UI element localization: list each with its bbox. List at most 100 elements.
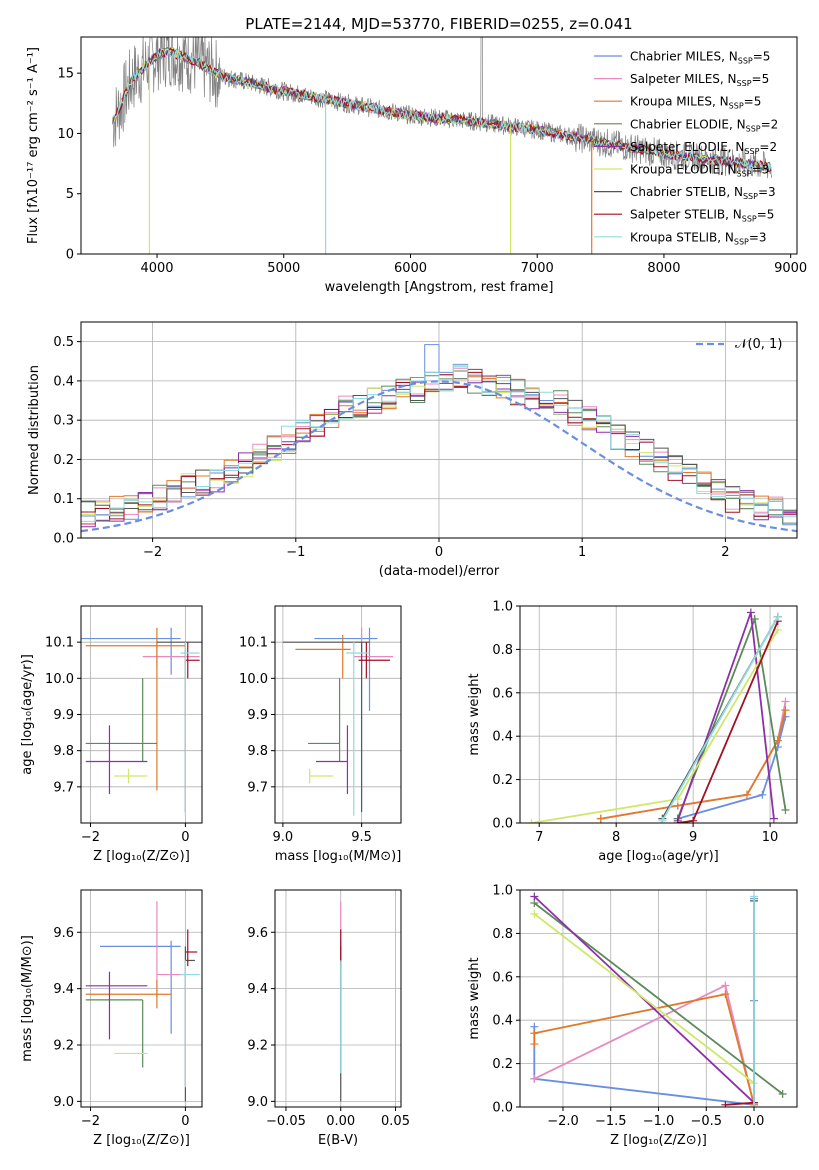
legend-tail: =5 bbox=[752, 72, 770, 86]
y-tick-label: 0.0 bbox=[53, 532, 74, 547]
x-tick-label: −0.5 bbox=[690, 1114, 722, 1129]
y-tick-label: 15 bbox=[57, 67, 74, 82]
data-point bbox=[750, 1103, 759, 1107]
frame-spectrum: 4000 5000 6000 7000 8000 9000 0 5 10 15 wavelength… bbox=[26, 15, 807, 295]
y-tick-label: 9.4 bbox=[53, 982, 74, 997]
y-tick-label: 9.0 bbox=[53, 1095, 74, 1110]
y-tick-label: 1.0 bbox=[492, 600, 513, 615]
legend-sub: SSP bbox=[737, 170, 752, 179]
legend-label: Chabrier ELODIE, N bbox=[630, 117, 746, 131]
legend-entry: Salpeter ELODIE, NSSP=2 bbox=[630, 140, 777, 156]
error-point bbox=[314, 627, 378, 711]
error-point bbox=[85, 725, 148, 795]
series-line bbox=[533, 993, 755, 1106]
y-tick-label: 9.7 bbox=[53, 780, 74, 795]
y-tick-label: 10.0 bbox=[239, 672, 268, 687]
y-tick-label: 0.2 bbox=[492, 1057, 513, 1072]
histogram-step bbox=[81, 366, 797, 522]
legend-sub: SSP bbox=[746, 124, 761, 133]
data-point bbox=[750, 892, 759, 901]
chart-title: PLATE=2144, MJD=53770, FIBERID=0255, z=0… bbox=[245, 15, 632, 33]
data-point bbox=[527, 819, 536, 823]
data-point bbox=[781, 805, 790, 814]
data-point bbox=[673, 819, 682, 823]
x-tick-label: 5000 bbox=[267, 261, 300, 276]
error-point bbox=[81, 627, 181, 675]
error-point bbox=[184, 946, 195, 1102]
error-point bbox=[345, 642, 370, 816]
y-tick-label: 10 bbox=[57, 127, 74, 142]
x-tick-label: −2 bbox=[81, 1114, 100, 1129]
legend-entry: Kroupa ELODIE, NSSP=3 bbox=[630, 163, 769, 179]
x-tick-label: −2 bbox=[81, 830, 100, 845]
y-tick-label: 10.1 bbox=[239, 636, 268, 651]
data-point bbox=[721, 990, 730, 999]
x-tick-label: 0.00 bbox=[326, 1114, 355, 1129]
y-tick-label: 0.6 bbox=[492, 970, 513, 985]
y-axis-label: Normed distribution bbox=[27, 365, 42, 495]
x-tick-label: 6000 bbox=[394, 261, 427, 276]
x-tick-label: 0 bbox=[435, 545, 443, 560]
model-spectrum-line bbox=[112, 48, 772, 172]
error-point bbox=[282, 641, 370, 813]
weight-series bbox=[527, 625, 782, 823]
error-point bbox=[315, 725, 349, 795]
y-tick-label: 9.2 bbox=[247, 1039, 268, 1054]
y-tick-label: 9.2 bbox=[53, 1039, 74, 1054]
x-tick-label: −2.0 bbox=[547, 1114, 579, 1129]
x-tick-label: −1 bbox=[286, 545, 305, 560]
y-tick-label: 0.2 bbox=[53, 453, 74, 468]
x-tick-label: 0 bbox=[181, 830, 189, 845]
x-axis-label: Z [log₁₀(Z/Z⊙)] bbox=[93, 849, 190, 864]
weight-series bbox=[673, 615, 790, 823]
error-point bbox=[180, 960, 200, 1088]
y-tick-label: 0.4 bbox=[53, 374, 74, 389]
y-tick-label: 0.0 bbox=[492, 1101, 513, 1116]
data-point bbox=[773, 612, 782, 621]
histogram-step bbox=[81, 374, 797, 525]
data-point bbox=[596, 814, 605, 823]
legend-entry: 𝒩(0, 1) bbox=[735, 337, 782, 352]
data-point bbox=[530, 1040, 539, 1049]
legend-label: Kroupa STELIB, N bbox=[630, 230, 734, 244]
weight-series bbox=[530, 909, 759, 1088]
weight-series bbox=[750, 892, 759, 1107]
legend-label: Salpeter ELODIE, N bbox=[630, 140, 744, 154]
frame-residuals: −2 −1 0 1 2 0.0 0.1 0.2 0.3 0.4 0.5 (data-model)/er… bbox=[27, 321, 798, 579]
legend-tail: =2 bbox=[759, 140, 777, 154]
series-line bbox=[725, 1101, 755, 1106]
y-tick-label: 0.8 bbox=[492, 927, 513, 942]
legend-label: Kroupa MILES, N bbox=[630, 95, 729, 109]
x-tick-label: 7000 bbox=[521, 261, 554, 276]
legend-label: Salpeter STELIB, N bbox=[630, 208, 742, 222]
legend-sub: SSP bbox=[734, 237, 749, 246]
y-tick-label: 9.0 bbox=[247, 1095, 268, 1110]
data-point bbox=[721, 1100, 730, 1107]
x-tick-label: 8000 bbox=[647, 261, 680, 276]
x-tick-label: 4000 bbox=[140, 261, 173, 276]
legend-entry: Salpeter STELIB, NSSP=5 bbox=[630, 208, 774, 224]
x-tick-label: 8 bbox=[612, 830, 620, 845]
error-point bbox=[309, 768, 334, 784]
y-tick-label: 9.9 bbox=[247, 708, 268, 723]
error-point bbox=[99, 940, 181, 1034]
legend-tail: =5 bbox=[757, 208, 775, 222]
x-tick-label: −1.0 bbox=[643, 1114, 675, 1129]
x-tick-label: 0.0 bbox=[744, 1114, 765, 1129]
y-tick-label: 0.4 bbox=[492, 1014, 513, 1029]
legend-tail: =3 bbox=[749, 230, 767, 244]
legend-entry: Kroupa STELIB, NSSP=3 bbox=[630, 230, 767, 246]
axes-mass-vs-z bbox=[81, 890, 202, 1107]
axes-weight-vs-age bbox=[520, 605, 797, 824]
legend-sub: SSP bbox=[738, 57, 753, 66]
legend-sub: SSP bbox=[742, 215, 757, 224]
legend-label: Chabrier MILES, N bbox=[630, 50, 738, 64]
marks-age-vs-mass bbox=[282, 627, 394, 816]
legend-label: Kroupa ELODIE, N bbox=[630, 163, 737, 177]
plot-frame bbox=[80, 889, 203, 1108]
x-axis-label: age [log₁₀(age/yr)] bbox=[598, 849, 719, 864]
y-tick-label: 5 bbox=[66, 187, 74, 202]
x-tick-label: 2 bbox=[721, 545, 729, 560]
data-point bbox=[781, 697, 790, 706]
